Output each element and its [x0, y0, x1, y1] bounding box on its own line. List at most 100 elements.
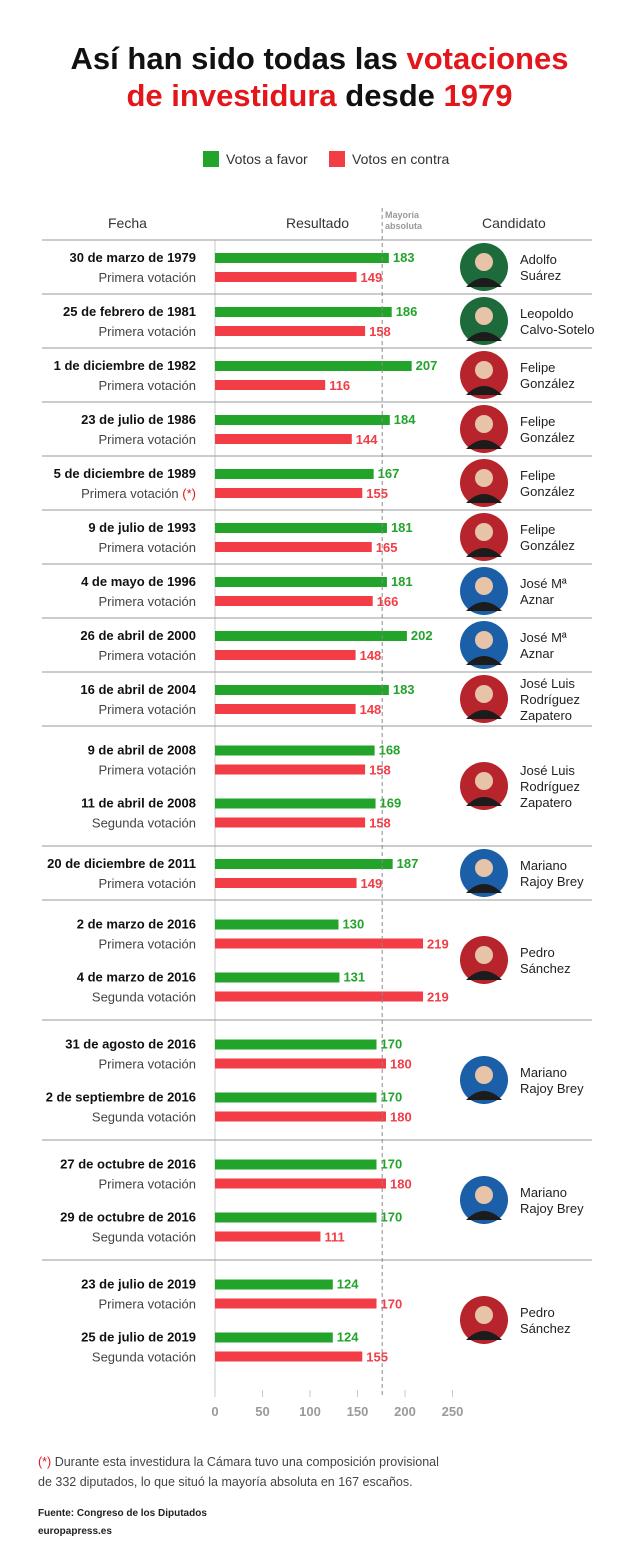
bar-contra-value: 180 [390, 1057, 412, 1072]
bar-favor [215, 1332, 333, 1343]
candidate-name-line: Rajoy Brey [520, 1201, 584, 1216]
portrait-suit [466, 1331, 502, 1340]
header-candidato: Candidato [482, 215, 546, 231]
candidate-name-line: Zapatero [520, 795, 572, 810]
candidate-name-line: Felipe [520, 468, 555, 483]
mayoria-line-1: Mayoría [385, 210, 420, 220]
vote-label-note: (*) [179, 486, 196, 501]
bar-contra [215, 1231, 321, 1242]
vote-date: 11 de abril de 2008 [81, 796, 196, 811]
portrait-face [475, 1066, 493, 1084]
brand-label: europapress.es [38, 1526, 112, 1537]
vote-date: 20 de diciembre de 2011 [47, 856, 196, 871]
bar-contra [215, 938, 424, 949]
vote-date: 26 de abril de 2000 [80, 628, 196, 643]
bar-favor-value: 181 [391, 574, 413, 589]
candidate-name-line: Felipe [520, 360, 555, 375]
portrait-face [475, 1186, 493, 1204]
chart-title: Así han sido todas las votaciones de inv… [0, 40, 639, 114]
bar-favor-value: 184 [394, 412, 416, 427]
bar-contra-value: 149 [361, 876, 383, 891]
vote-date: 9 de abril de 2008 [88, 743, 196, 758]
legend-label-favor: Votos a favor [226, 151, 308, 167]
bar-favor [215, 253, 389, 263]
bar-favor-value: 183 [393, 250, 415, 265]
candidate-name-line: Pedro [520, 1305, 555, 1320]
vote-date: 25 de julio de 2019 [81, 1330, 196, 1345]
x-tick-label: 0 [211, 1404, 218, 1419]
vote-label: Segunda votación [92, 1350, 196, 1365]
vote-date: 16 de abril de 2004 [80, 682, 196, 697]
bar-contra-value: 180 [390, 1177, 412, 1192]
vote-date: 27 de octubre de 2016 [60, 1157, 196, 1172]
bar-contra [215, 380, 326, 390]
header-mayoria: Mayoría absoluta [385, 210, 422, 232]
bar-contra [215, 1351, 363, 1362]
portrait-suit [466, 494, 502, 503]
footnote: (*) Durante esta investidura la Cámara t… [38, 1452, 439, 1492]
candidate-name-line: José Luis [520, 676, 575, 691]
candidate-name-line: Felipe [520, 522, 555, 537]
candidate-name-line: González [520, 484, 575, 499]
bar-favor [215, 919, 339, 930]
bar-favor [215, 1159, 377, 1170]
x-tick-label: 250 [442, 1404, 464, 1419]
vote-label: Primera votación [98, 324, 196, 339]
mayoria-line-2: absoluta [385, 221, 423, 231]
vote-label: Primera votación [98, 1057, 196, 1072]
candidate-name-line: Felipe [520, 414, 555, 429]
portrait-face [475, 307, 493, 325]
bar-favor-value: 183 [393, 682, 415, 697]
candidate-name-line: Suárez [520, 268, 561, 283]
bar-favor [215, 361, 412, 371]
candidate-name-line: Leopoldo [520, 306, 574, 321]
portrait-face [475, 859, 493, 877]
vote-date: 5 de diciembre de 1989 [54, 466, 196, 481]
candidate-name-line: Zapatero [520, 708, 572, 723]
portrait-face [475, 415, 493, 433]
bar-contra [215, 488, 363, 498]
candidate-name-line: González [520, 430, 575, 445]
bar-favor-value: 170 [381, 1210, 403, 1225]
bar-favor [215, 415, 390, 425]
portrait-suit [466, 1211, 502, 1220]
bar-favor-value: 170 [381, 1090, 403, 1105]
bar-contra [215, 878, 357, 888]
candidate-name-line: Rodríguez [520, 779, 580, 794]
candidate-name-line: Rajoy Brey [520, 874, 584, 889]
bar-favor [215, 1092, 377, 1103]
bar-contra-value: 155 [366, 1350, 388, 1365]
candidate-name-line: José Mª [520, 576, 567, 591]
legend-label-contra: Votos en contra [352, 151, 450, 167]
bar-favor [215, 1212, 377, 1223]
vote-date: 30 de marzo de 1979 [70, 250, 196, 265]
candidate-name-line: Aznar [520, 592, 555, 607]
portrait-face [475, 685, 493, 703]
bar-favor-value: 170 [381, 1037, 403, 1052]
vote-date: 31 de agosto de 2016 [65, 1037, 196, 1052]
bar-favor-value: 186 [396, 304, 418, 319]
vote-label: Primera votación [98, 876, 196, 891]
footnote-line-1: (*) Durante esta investidura la Cámara t… [38, 1452, 439, 1472]
vote-date: 4 de mayo de 1996 [81, 574, 196, 589]
bar-contra [215, 650, 356, 660]
bar-contra [215, 764, 366, 775]
bar-contra [215, 542, 372, 552]
bar-contra [215, 1058, 386, 1069]
bar-favor [215, 685, 389, 695]
legend-swatch-contra [329, 151, 345, 167]
title-line-2: de investidura desde 1979 [0, 77, 639, 114]
legend: Votos a favor Votos en contra [0, 150, 639, 170]
title-part-3: de investidura [126, 78, 337, 113]
candidate-name-line: Calvo-Sotelo [520, 322, 594, 337]
bar-contra [215, 704, 356, 714]
bar-favor-value: 130 [343, 917, 365, 932]
title-line-1: Así han sido todas las votaciones [0, 40, 639, 77]
x-tick-label: 200 [394, 1404, 416, 1419]
candidate-name-line: Adolfo [520, 252, 557, 267]
candidate-name-line: González [520, 538, 575, 553]
bar-favor [215, 577, 387, 587]
bar-favor [215, 1039, 377, 1050]
legend-swatch-favor [203, 151, 219, 167]
bar-contra [215, 596, 373, 606]
